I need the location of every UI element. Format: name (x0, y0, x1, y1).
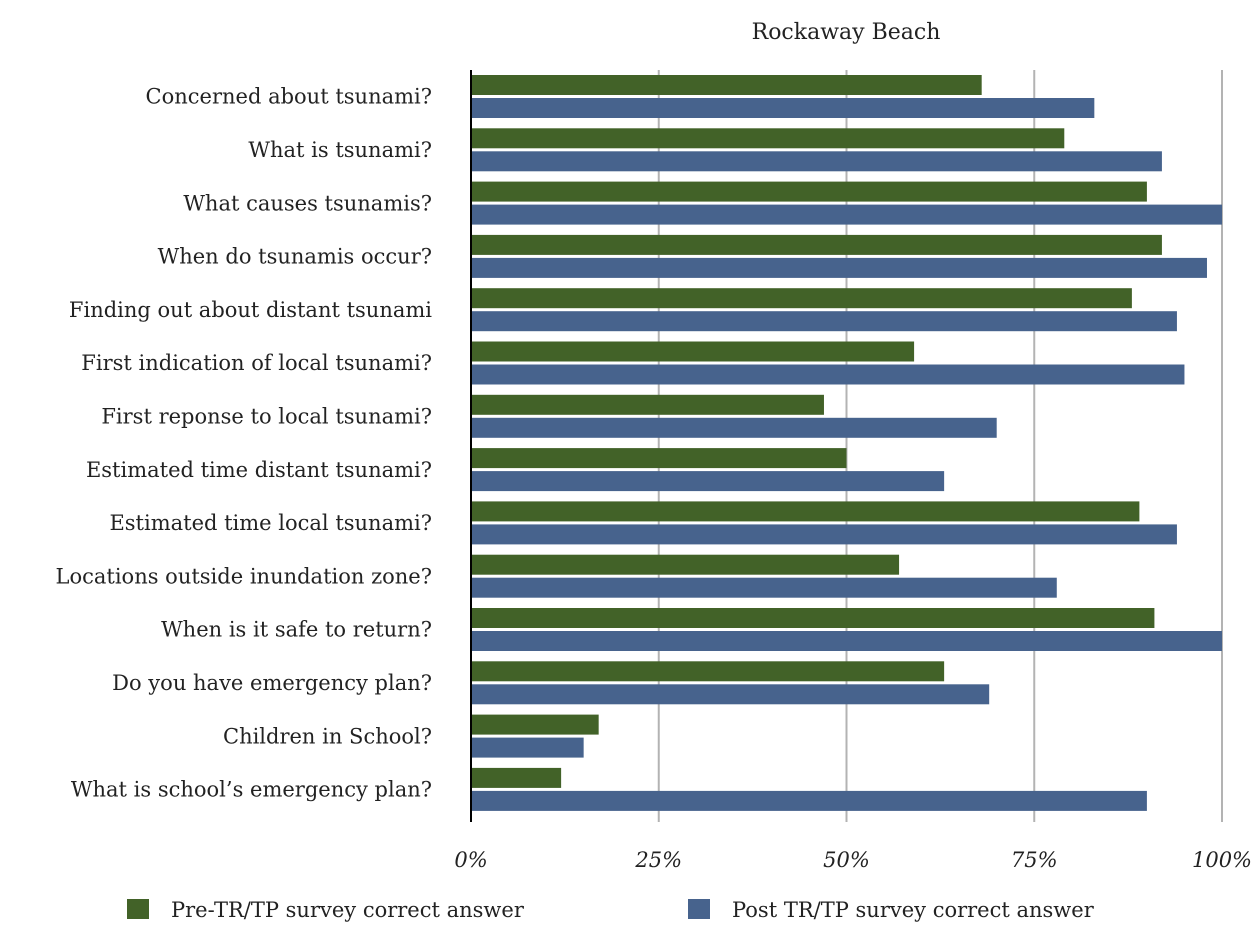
legend-label-pre: Pre-TR/TP survey correct answer (171, 898, 525, 922)
bar-pre-survey (471, 714, 599, 735)
category-label: Concerned about tsunami? (146, 85, 432, 109)
bar-pre-survey (471, 234, 1162, 255)
bar-post-survey (471, 311, 1177, 332)
category-label: Estimated time distant tsunami? (86, 458, 432, 482)
category-label: First reponse to local tsunami? (101, 404, 432, 428)
bar-pre-survey (471, 767, 562, 788)
bar-pre-survey (471, 554, 900, 575)
bar-post-survey (471, 737, 584, 758)
category-label: When is it safe to return? (161, 618, 432, 642)
bar-post-survey (471, 790, 1147, 811)
bar-post-survey (471, 204, 1222, 225)
bar-post-survey (471, 577, 1057, 598)
category-label: First indication of local tsunami? (81, 351, 432, 375)
chart-title: Rockaway Beach (752, 20, 941, 45)
category-label: What causes tsunamis? (183, 191, 432, 215)
bar-pre-survey (471, 661, 945, 682)
x-tick-label: 100% (1192, 848, 1252, 872)
bar-pre-survey (471, 394, 824, 415)
legend-swatch-pre (127, 899, 149, 919)
bar-pre-survey (471, 448, 847, 469)
x-tick-label: 0% (454, 848, 487, 872)
bar-pre-survey (471, 75, 982, 95)
bars (471, 75, 1222, 811)
category-label: Locations outside inundation zone? (56, 564, 432, 588)
bar-post-survey (471, 417, 997, 438)
x-tick-label: 75% (1011, 848, 1058, 872)
x-tick-label: 25% (634, 848, 682, 872)
category-label: When do tsunamis occur? (158, 245, 432, 269)
bar-pre-survey (471, 501, 1140, 522)
bar-post-survey (471, 631, 1222, 651)
bar-pre-survey (471, 181, 1147, 202)
bar-pre-survey (471, 341, 915, 362)
bar-post-survey (471, 257, 1207, 278)
category-label: Children in School? (223, 724, 432, 748)
bar-pre-survey (471, 608, 1155, 628)
bar-post-survey (471, 151, 1162, 172)
category-label: What is tsunami? (248, 138, 432, 162)
bar-post-survey (471, 524, 1177, 545)
bar-post-survey (471, 471, 945, 492)
category-label: Estimated time local tsunami? (109, 511, 432, 535)
bar-pre-survey (471, 288, 1132, 309)
tick-labels: 0% 25% 50% 75% 100% (454, 848, 1252, 872)
x-tick-label: 50% (823, 848, 870, 872)
category-label: Finding out about distant tsunami (69, 298, 432, 322)
category-labels: Concerned about tsunami? What is tsunami?… (56, 85, 433, 802)
bar-pre-survey (471, 128, 1065, 149)
legend-label-post: Post TR/TP survey correct answer (732, 898, 1095, 922)
bar-post-survey (471, 98, 1095, 118)
bar-post-survey (471, 684, 990, 705)
legend-swatch-post (688, 899, 710, 919)
bar-post-survey (471, 364, 1185, 385)
category-label: Do you have emergency plan? (112, 671, 432, 695)
category-label: What is school’s emergency plan? (71, 778, 432, 802)
legend: Pre-TR/TP survey correct answer Post TR/T… (127, 898, 1095, 922)
